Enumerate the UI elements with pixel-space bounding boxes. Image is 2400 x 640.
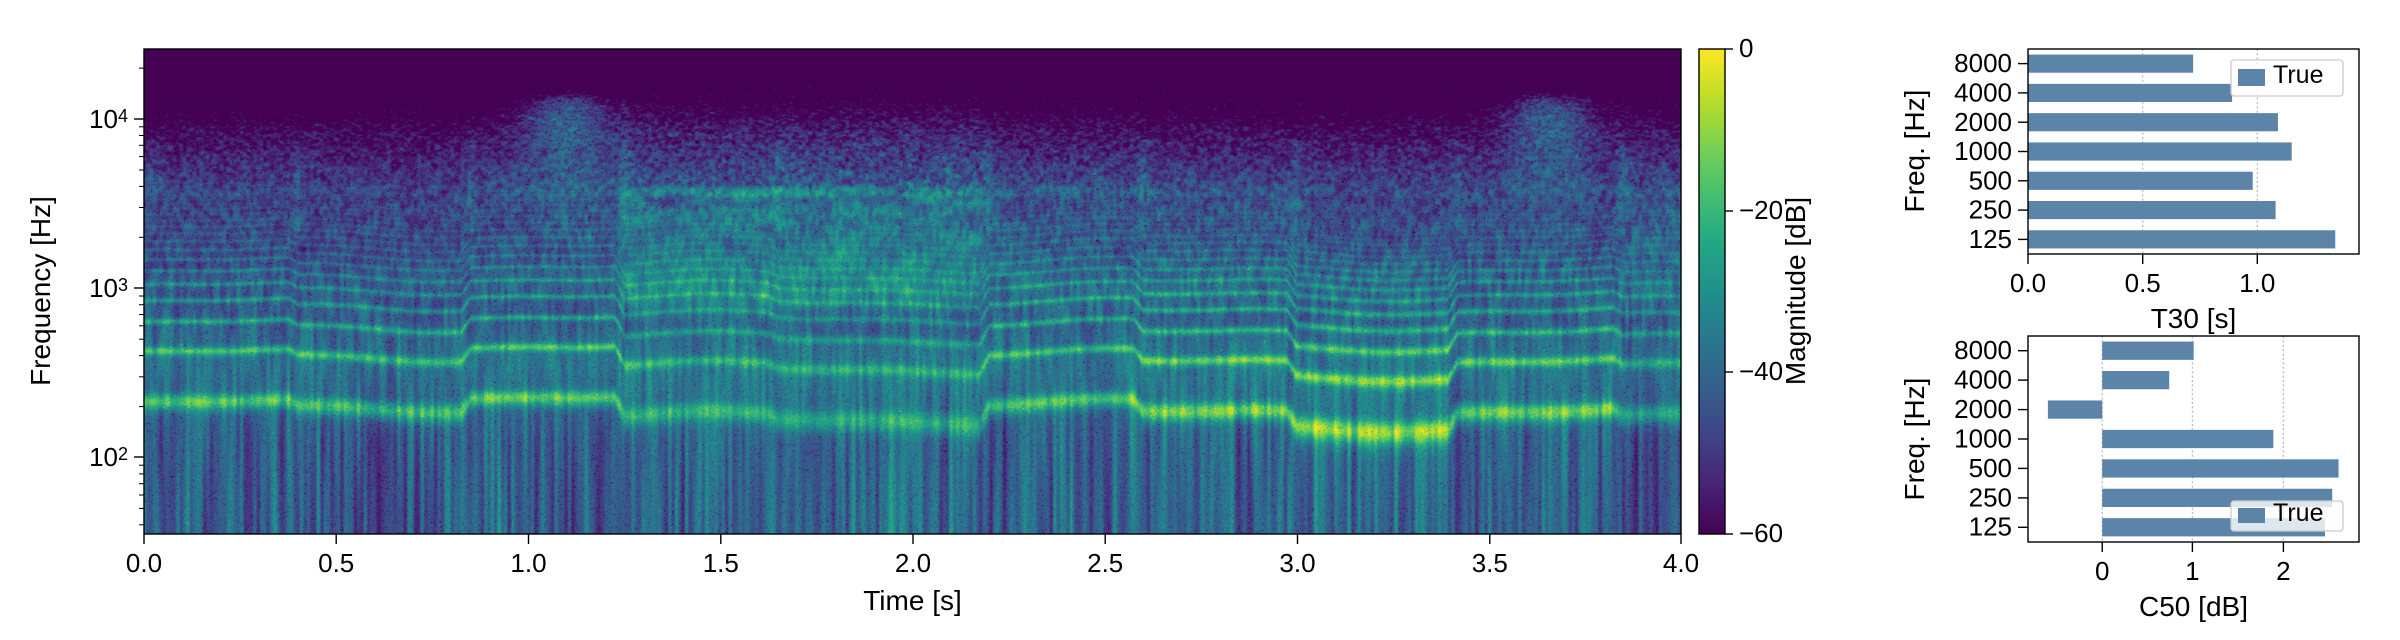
svg-text:8000: 8000 — [1954, 48, 2012, 78]
svg-text:1000: 1000 — [1954, 424, 2012, 454]
svg-text:0.0: 0.0 — [2010, 268, 2046, 298]
svg-text:−60: −60 — [1739, 518, 1783, 548]
svg-text:250: 250 — [1969, 195, 2012, 225]
svg-text:0.5: 0.5 — [2125, 268, 2161, 298]
svg-text:125: 125 — [1969, 512, 2012, 542]
svg-text:2000: 2000 — [1954, 394, 2012, 424]
svg-text:−20: −20 — [1739, 195, 1783, 225]
svg-text:T30 [s]: T30 [s] — [2151, 303, 2237, 334]
svg-text:500: 500 — [1969, 453, 2012, 483]
svg-text:3.0: 3.0 — [1279, 548, 1315, 578]
svg-text:−40: −40 — [1739, 356, 1783, 386]
svg-text:103: 103 — [89, 273, 128, 303]
svg-text:500: 500 — [1969, 165, 2012, 195]
svg-text:2.5: 2.5 — [1087, 548, 1123, 578]
svg-text:1.5: 1.5 — [703, 548, 739, 578]
svg-text:2000: 2000 — [1954, 107, 2012, 137]
svg-text:Frequency [Hz]: Frequency [Hz] — [25, 196, 56, 386]
svg-text:Freq. [Hz]: Freq. [Hz] — [1899, 378, 1930, 501]
svg-text:C50 [dB]: C50 [dB] — [2139, 591, 2248, 622]
svg-text:4000: 4000 — [1954, 365, 2012, 395]
svg-text:3.5: 3.5 — [1472, 548, 1508, 578]
svg-text:1000: 1000 — [1954, 136, 2012, 166]
svg-text:0.0: 0.0 — [126, 548, 162, 578]
svg-text:Freq. [Hz]: Freq. [Hz] — [1899, 90, 1930, 213]
svg-text:104: 104 — [89, 104, 128, 134]
svg-text:1.0: 1.0 — [2239, 268, 2275, 298]
svg-text:True: True — [2273, 61, 2323, 89]
svg-text:2: 2 — [2276, 556, 2290, 586]
svg-text:250: 250 — [1969, 482, 2012, 512]
svg-text:4.0: 4.0 — [1663, 548, 1699, 578]
svg-text:8000: 8000 — [1954, 335, 2012, 365]
svg-text:102: 102 — [89, 442, 128, 472]
svg-text:1: 1 — [2185, 556, 2199, 586]
svg-text:0: 0 — [2095, 556, 2109, 586]
svg-text:4000: 4000 — [1954, 78, 2012, 108]
svg-text:1.0: 1.0 — [510, 548, 546, 578]
svg-text:True: True — [2273, 499, 2323, 527]
svg-text:0.5: 0.5 — [318, 548, 354, 578]
svg-text:Magnitude [dB]: Magnitude [dB] — [1780, 197, 1811, 385]
svg-text:125: 125 — [1969, 224, 2012, 254]
svg-text:0: 0 — [1739, 33, 1753, 63]
svg-text:Time [s]: Time [s] — [863, 585, 962, 616]
svg-text:2.0: 2.0 — [895, 548, 931, 578]
